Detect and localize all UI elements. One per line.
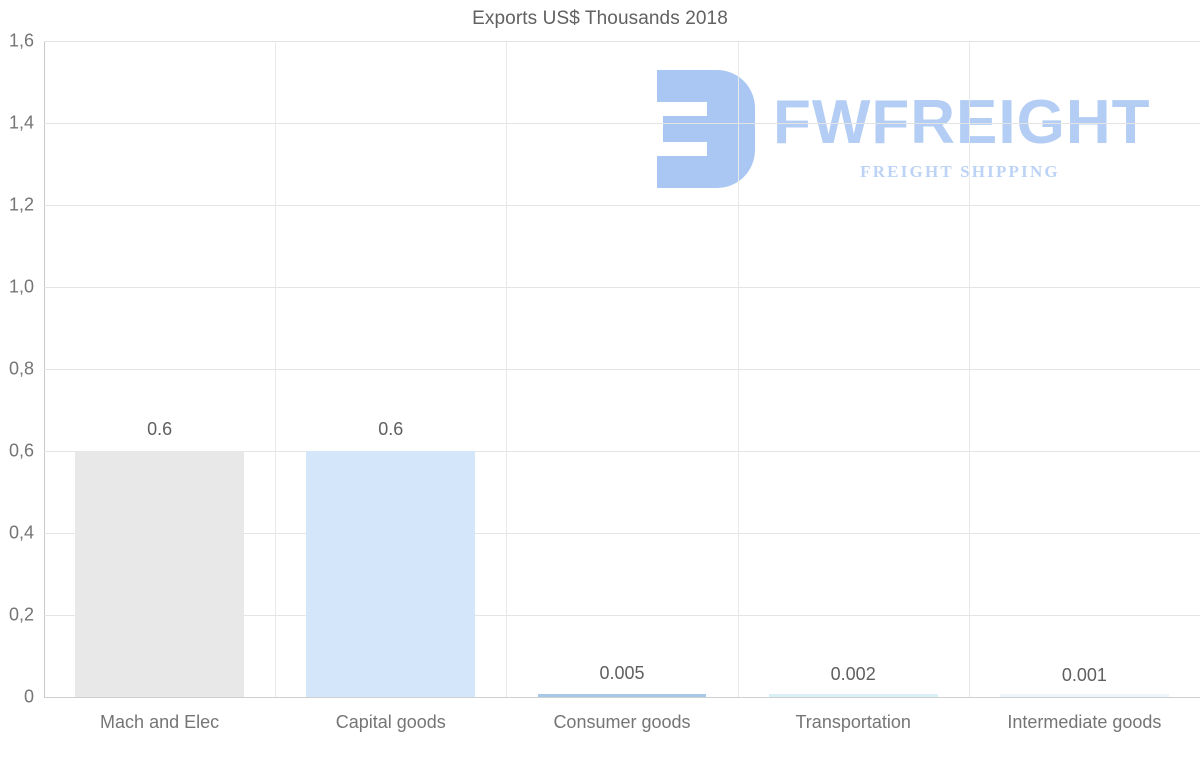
bar[interactable] <box>537 693 707 697</box>
category-divider <box>738 41 739 697</box>
gridline-y <box>44 697 1200 698</box>
category-divider <box>969 41 970 697</box>
bar-value-label: 0.005 <box>599 662 645 683</box>
y-axis-tick-label: 1,4 <box>8 112 34 133</box>
y-axis-tick-label: 0,6 <box>8 440 34 461</box>
y-axis-tick-label: 0 <box>23 686 34 707</box>
bar[interactable] <box>306 451 476 697</box>
gridline-y <box>44 533 1200 534</box>
x-axis-category-label: Capital goods <box>335 712 446 732</box>
bar[interactable] <box>768 693 938 697</box>
y-axis-tick-label: 0,4 <box>8 522 34 543</box>
plot-area: 0 0,2 0,4 0,6 0,8 1,0 1,2 1,4 1,6 <box>9 31 1200 707</box>
bar-value-label: 0.6 <box>147 419 173 439</box>
gridline-y <box>44 451 1200 452</box>
gridline-y <box>44 205 1200 206</box>
category-divider <box>275 41 276 697</box>
x-axis-category-label: Mach and Elec <box>100 712 220 732</box>
gridline-y <box>44 615 1200 616</box>
gridline-y <box>44 123 1200 124</box>
gridline-y <box>44 369 1200 370</box>
bar-value-label: 0.6 <box>378 419 404 439</box>
gridline-y <box>44 41 1200 42</box>
y-axis-tick-label: 1,6 <box>8 30 34 51</box>
x-axis-category-label: Transportation <box>795 712 911 732</box>
chart-title: Exports US$ Thousands 2018 <box>472 8 728 29</box>
y-axis-tick-label: 0,2 <box>8 604 34 625</box>
bar-value-label: 0.001 <box>1061 664 1107 685</box>
y-axis-tick-label: 1,2 <box>8 194 34 215</box>
bar[interactable] <box>1000 693 1169 697</box>
y-axis-tick-label: 1,0 <box>8 276 34 297</box>
gridline-y <box>44 287 1200 288</box>
y-axis-tick-label: 0,8 <box>8 358 34 379</box>
bar-value-label: 0.002 <box>830 664 876 685</box>
x-axis-category-label: Consumer goods <box>553 712 691 732</box>
category-divider <box>506 41 507 697</box>
bar[interactable] <box>75 451 244 697</box>
x-axis-category-label: Intermediate goods <box>1007 712 1162 732</box>
